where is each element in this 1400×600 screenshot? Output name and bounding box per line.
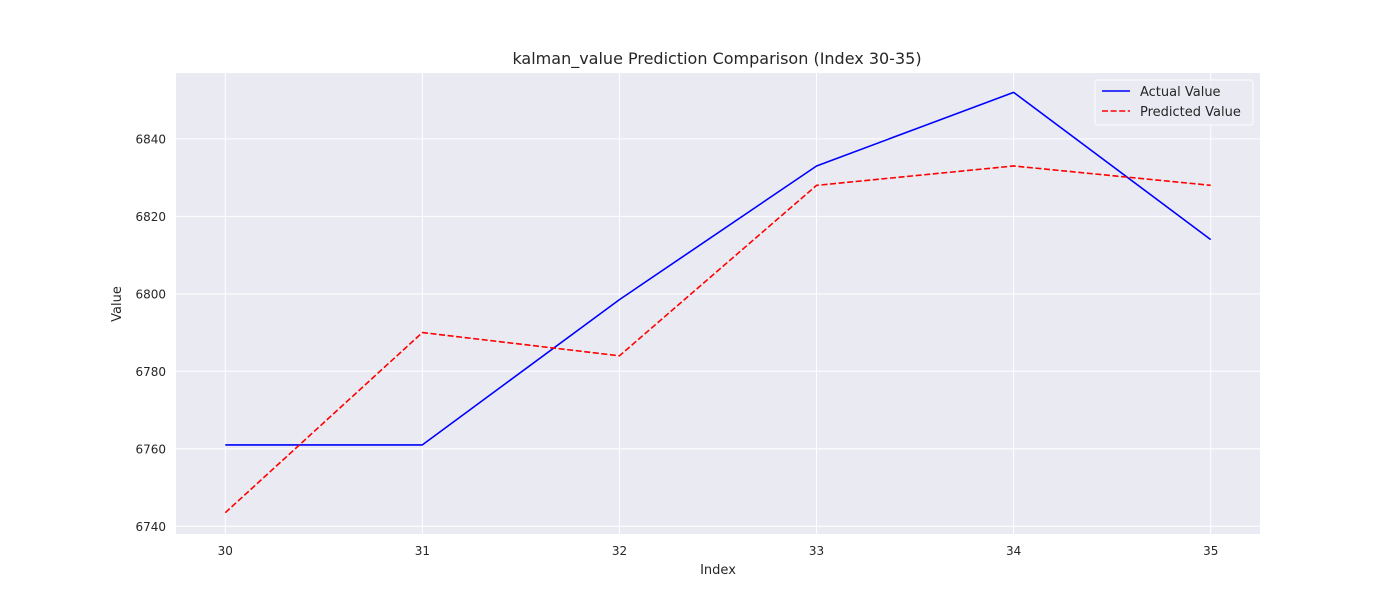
legend-box [1094, 79, 1254, 126]
x-tick-labels: 30 31 32 33 34 35 [218, 544, 1219, 558]
chart-title: kalman_value Prediction Comparison (Inde… [512, 49, 921, 69]
x-axis-label: Index [700, 563, 736, 578]
y-axis-label: Value [110, 286, 125, 322]
series-lines [224, 91, 1212, 514]
series-line-actual [225, 91, 1212, 446]
legend: Actual Value Predicted Value [1094, 79, 1254, 126]
y-tick-label: 6780 [135, 365, 166, 379]
x-tick-label: 30 [218, 544, 233, 558]
y-tick-labels: 6740 6760 6780 6800 6820 6840 [135, 132, 166, 533]
plot-area [176, 73, 1260, 534]
y-tick-label: 6820 [135, 210, 166, 224]
y-tick-label: 6760 [135, 442, 166, 456]
legend-label-predicted: Predicted Value [1140, 105, 1241, 120]
x-tick-label: 32 [612, 544, 627, 558]
x-tick-label: 31 [415, 544, 430, 558]
grid-lines [176, 73, 1260, 534]
y-tick-label: 6840 [135, 132, 166, 146]
legend-label-actual: Actual Value [1140, 85, 1221, 100]
series-line-predicted [224, 165, 1211, 514]
x-tick-label: 35 [1203, 544, 1218, 558]
x-tick-label: 33 [809, 544, 824, 558]
y-tick-label: 6800 [135, 287, 166, 301]
y-tick-label: 6740 [135, 520, 166, 534]
x-tick-label: 34 [1006, 544, 1021, 558]
